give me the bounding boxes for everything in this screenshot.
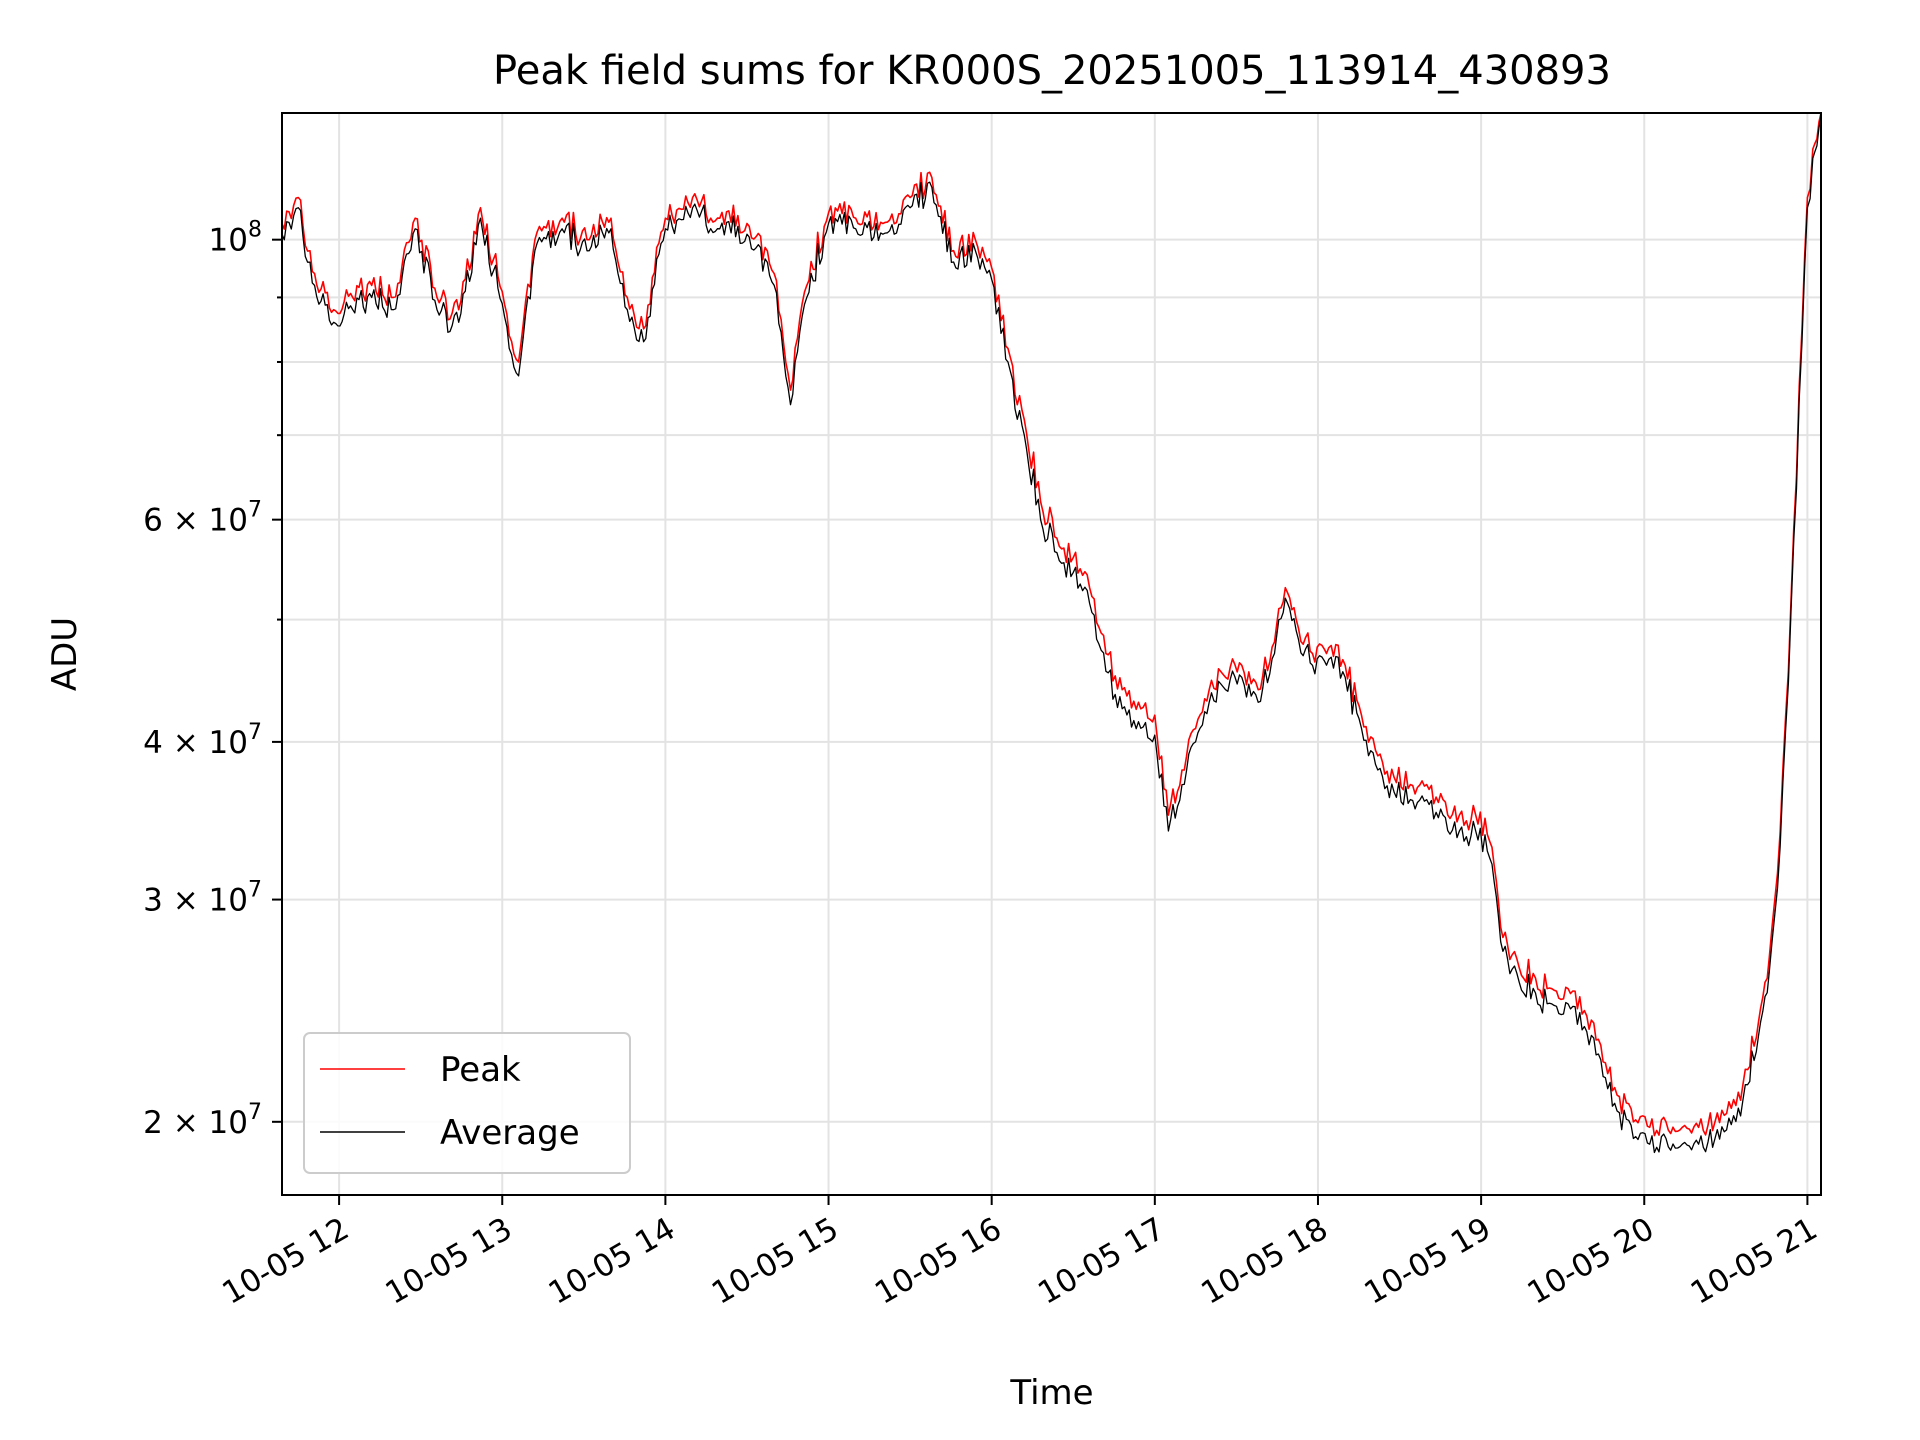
y-tick-label: 2 × 107 <box>143 1100 262 1141</box>
series-lines <box>281 112 1822 1154</box>
y-tick-label-base: 4 × 10 <box>143 725 248 761</box>
legend: Peak Average <box>303 1032 631 1174</box>
y-tick-label: 6 × 107 <box>143 498 262 539</box>
y-tick-label-base: 2 × 10 <box>143 1105 248 1141</box>
series-line-average <box>281 117 1822 1154</box>
x-axis-label: Time <box>1009 1373 1093 1413</box>
legend-label-peak: Peak <box>440 1050 521 1090</box>
y-axis-label: ADU <box>45 617 85 691</box>
y-tick-label: 4 × 107 <box>143 720 262 761</box>
y-tick-label-exponent: 7 <box>248 720 262 745</box>
chart-title: Peak field sums for KR000S_20251005_1139… <box>493 48 1611 94</box>
legend-box <box>303 1032 631 1174</box>
y-tick-label-base: 6 × 10 <box>143 503 248 539</box>
y-tick-label: 108 <box>209 218 262 259</box>
y-tick-label-base: 3 × 10 <box>143 883 248 919</box>
legend-label-average: Average <box>440 1113 580 1153</box>
grid-lines <box>282 113 1821 1195</box>
y-tick-label-exponent: 7 <box>248 1100 262 1125</box>
plot-frame <box>281 112 1822 1196</box>
y-tick-label-exponent: 7 <box>248 878 262 903</box>
y-tick-label: 3 × 107 <box>143 878 262 919</box>
series-line-peak <box>281 112 1822 1137</box>
y-tick-label-base: 10 <box>209 223 248 259</box>
y-tick-label-exponent: 8 <box>248 218 262 243</box>
y-tick-label-exponent: 7 <box>248 498 262 523</box>
